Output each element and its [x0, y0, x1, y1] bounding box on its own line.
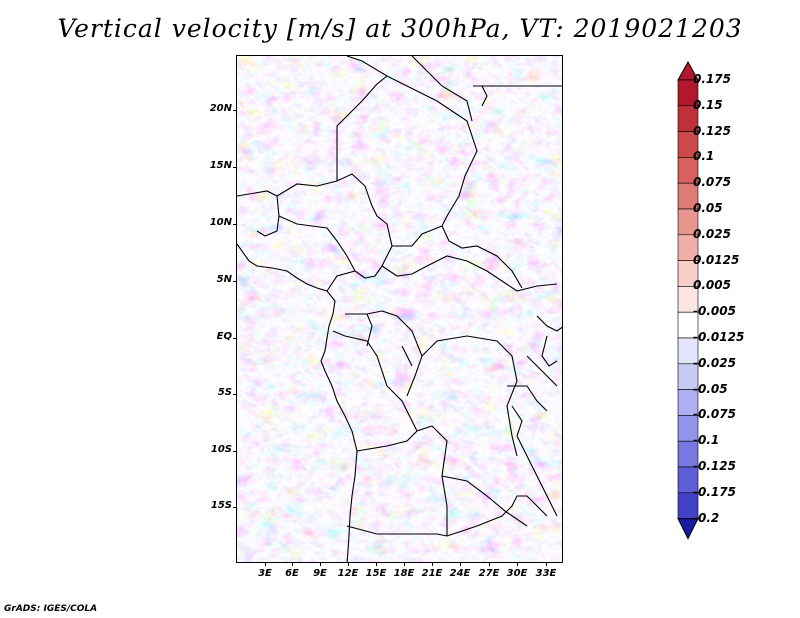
velocity-field — [237, 56, 562, 562]
colorbar-level-label: -0.125 — [693, 459, 736, 473]
lat-tick-mark — [233, 224, 237, 225]
lat-tick-mark — [233, 110, 237, 111]
colorbar-level-label: -0.05 — [693, 381, 728, 396]
lon-tick-mark — [517, 562, 518, 566]
colorbar — [677, 60, 699, 540]
lat-tick-label: 10N — [209, 217, 232, 228]
border-segment — [401, 345, 413, 367]
lat-tick-mark — [233, 507, 237, 508]
border-segment — [356, 425, 448, 536]
border-segment — [507, 385, 548, 412]
lon-tick-label: 27E — [478, 568, 500, 579]
colorbar-level-label: -0.2 — [693, 510, 720, 525]
colorbar-level-label: -0.1 — [693, 433, 720, 448]
border-segment — [526, 355, 558, 387]
border-segment — [345, 313, 373, 347]
map-panel — [236, 55, 563, 563]
border-segment — [511, 405, 558, 517]
lon-tick-label: 12E — [337, 568, 359, 579]
lat-tick-label: 10S — [210, 444, 232, 455]
lat-tick-mark — [233, 338, 237, 339]
colorbar-level-label: 0.005 — [693, 278, 731, 293]
figure-title: Vertical velocity [m/s] at 300hPa, VT: 2… — [57, 14, 743, 43]
border-segment — [346, 525, 448, 537]
lon-tick-mark — [265, 562, 266, 566]
border-segment — [336, 75, 478, 247]
lon-tick-mark — [376, 562, 377, 566]
border-segment — [411, 56, 473, 122]
lat-tick-label: 15N — [209, 160, 232, 171]
colorbar-level-label: 0.1 — [693, 149, 715, 164]
border-segment — [366, 310, 423, 397]
field-texture — [237, 56, 562, 562]
colorbar-level-label: -0.005 — [693, 304, 736, 319]
lon-tick-label: 24E — [449, 568, 471, 579]
colorbar-level-label: -0.025 — [693, 355, 736, 370]
lat-tick-mark — [233, 167, 237, 168]
lat-tick-label: 5N — [216, 274, 232, 285]
border-segment — [441, 225, 523, 289]
colorbar-level-label: -0.075 — [693, 407, 736, 422]
colorbar-level-label: 0.15 — [693, 97, 723, 112]
lat-tick-mark — [233, 451, 237, 452]
lon-tick-mark — [404, 562, 405, 566]
lat-tick-mark — [233, 281, 237, 282]
border-segment — [481, 85, 488, 107]
border-segment — [421, 335, 518, 457]
colorbar-level-label: 0.175 — [693, 72, 731, 86]
colorbar-bottom-arrow — [677, 518, 699, 540]
border-segment — [346, 56, 388, 77]
border-segment — [536, 315, 562, 332]
border-segment — [278, 215, 356, 272]
border-segment — [381, 255, 558, 292]
lon-tick-label: 33E — [535, 568, 557, 579]
colorbar-level-label: -0.175 — [693, 484, 736, 499]
lon-tick-mark — [546, 562, 547, 566]
lon-tick-label: 6E — [285, 568, 299, 579]
lat-tick-label: 20N — [209, 103, 232, 114]
country-borders — [237, 56, 562, 562]
colorbar-level-label: 0.075 — [693, 175, 731, 190]
lat-tick-label: 5S — [217, 387, 232, 398]
lon-tick-label: 9E — [313, 568, 327, 579]
credit-text: GrADS: IGES/COLA — [4, 604, 98, 614]
lon-tick-mark — [292, 562, 293, 566]
colorbar-level-label: -0.0125 — [693, 330, 745, 344]
lon-tick-label: 30E — [506, 568, 528, 579]
colorbar-level-label: 0.05 — [693, 201, 723, 215]
colorbar-level-label: 0.125 — [693, 123, 731, 138]
colorbar-level-label: 0.0125 — [693, 252, 740, 267]
border-segment — [541, 335, 558, 367]
lat-tick-label: EQ — [216, 331, 232, 342]
border-segment — [446, 495, 548, 537]
lon-tick-mark — [460, 562, 461, 566]
lat-tick-label: 15S — [210, 500, 232, 511]
lat-tick-mark — [233, 394, 237, 395]
border-segment — [276, 173, 393, 292]
colorbar-level-label: 0.025 — [693, 226, 731, 241]
lon-tick-mark — [348, 562, 349, 566]
lon-tick-label: 15E — [365, 568, 387, 579]
lon-tick-label: 18E — [393, 568, 415, 579]
coastline — [237, 243, 358, 562]
lon-tick-label: 3E — [258, 568, 272, 579]
border-segment — [441, 475, 528, 527]
lon-tick-label: 21E — [421, 568, 443, 579]
lon-tick-mark — [432, 562, 433, 566]
lon-tick-mark — [489, 562, 490, 566]
lon-tick-mark — [320, 562, 321, 566]
border-segment — [332, 330, 418, 432]
